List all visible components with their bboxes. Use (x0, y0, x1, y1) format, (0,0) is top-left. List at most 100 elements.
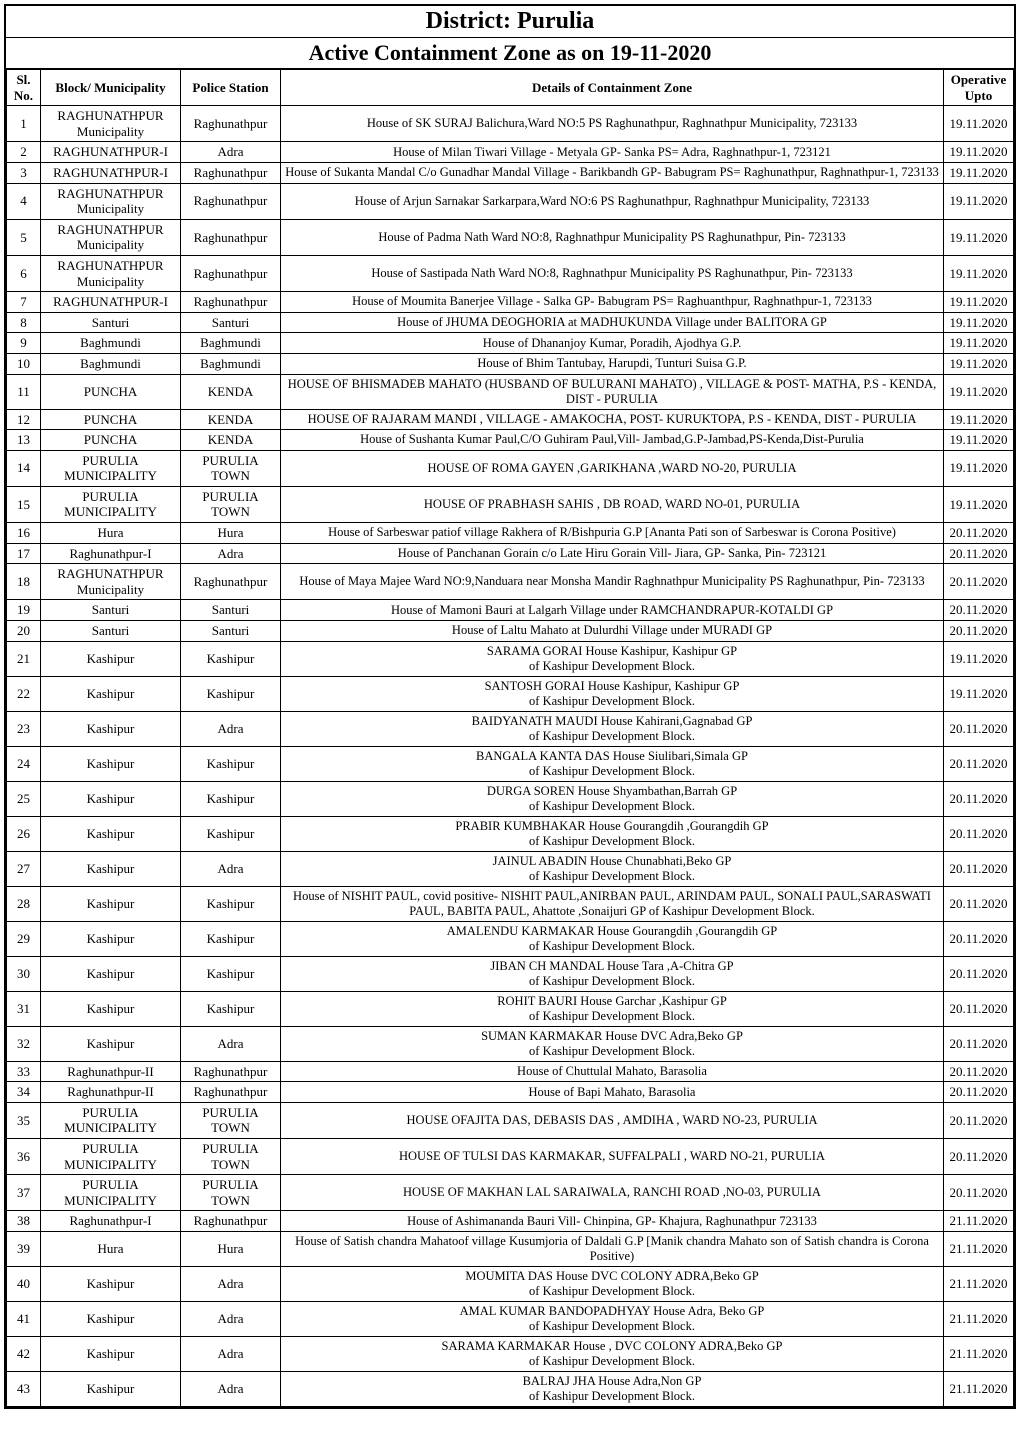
document-title: District: Purulia (6, 6, 1014, 38)
cell-date: 20.11.2020 (944, 1061, 1014, 1082)
cell-details: House of Sarbeswar patiof village Rakher… (281, 523, 944, 544)
cell-block: Kashipur (41, 816, 181, 851)
table-row: 29KashipurKashipurAMALENDU KARMAKAR Hous… (7, 921, 1014, 956)
table-row: 14PURULIA MUNICIPALITYPURULIA TOWNHOUSE … (7, 450, 1014, 486)
table-row: 30KashipurKashipurJIBAN CH MANDAL House … (7, 956, 1014, 991)
document-subtitle: Active Containment Zone as on 19-11-2020 (6, 38, 1014, 69)
cell-date: 21.11.2020 (944, 1371, 1014, 1406)
cell-date: 20.11.2020 (944, 1175, 1014, 1211)
cell-block: Hura (41, 1231, 181, 1266)
table-row: 17Raghunathpur-IAdraHouse of Panchanan G… (7, 543, 1014, 564)
cell-date: 20.11.2020 (944, 886, 1014, 921)
cell-sl: 3 (7, 162, 41, 183)
header-date: Operative Upto (944, 70, 1014, 106)
cell-ps: Kashipur (181, 676, 281, 711)
cell-date: 19.11.2020 (944, 374, 1014, 409)
cell-sl: 39 (7, 1231, 41, 1266)
table-row: 35PURULIA MUNICIPALITYPURULIA TOWNHOUSE … (7, 1102, 1014, 1138)
cell-sl: 15 (7, 486, 41, 522)
cell-block: Raghunathpur-II (41, 1061, 181, 1082)
cell-date: 19.11.2020 (944, 219, 1014, 255)
cell-sl: 40 (7, 1266, 41, 1301)
cell-details: HOUSE OF BHISMADEB MAHATO (HUSBAND OF BU… (281, 374, 944, 409)
cell-block: Kashipur (41, 1371, 181, 1406)
cell-details: House of Sastipada Nath Ward NO:8, Raghn… (281, 255, 944, 291)
cell-block: PURULIA MUNICIPALITY (41, 486, 181, 522)
cell-sl: 24 (7, 746, 41, 781)
cell-sl: 43 (7, 1371, 41, 1406)
cell-details: HOUSE OF PRABHASH SAHIS , DB ROAD, WARD … (281, 486, 944, 522)
cell-block: PUNCHA (41, 409, 181, 430)
cell-date: 19.11.2020 (944, 676, 1014, 711)
cell-ps: Adra (181, 1336, 281, 1371)
table-row: 38Raghunathpur-IRaghunathpurHouse of Ash… (7, 1211, 1014, 1232)
table-row: 32KashipurAdraSUMAN KARMAKAR House DVC A… (7, 1026, 1014, 1061)
cell-date: 19.11.2020 (944, 162, 1014, 183)
table-row: 41KashipurAdraAMAL KUMAR BANDOPADHYAY Ho… (7, 1301, 1014, 1336)
table-row: 5RAGHUNATHPUR MunicipalityRaghunathpurHo… (7, 219, 1014, 255)
cell-sl: 7 (7, 292, 41, 313)
cell-block: Raghunathpur-II (41, 1082, 181, 1103)
cell-sl: 22 (7, 676, 41, 711)
cell-date: 20.11.2020 (944, 781, 1014, 816)
cell-block: Kashipur (41, 746, 181, 781)
cell-ps: Adra (181, 1266, 281, 1301)
cell-block: Kashipur (41, 886, 181, 921)
cell-sl: 42 (7, 1336, 41, 1371)
cell-sl: 26 (7, 816, 41, 851)
cell-block: PUNCHA (41, 374, 181, 409)
cell-details: PRABIR KUMBHAKAR House Gourangdih ,Goura… (281, 816, 944, 851)
cell-sl: 38 (7, 1211, 41, 1232)
cell-ps: PURULIA TOWN (181, 1102, 281, 1138)
cell-block: Santuri (41, 312, 181, 333)
header-block: Block/ Municipality (41, 70, 181, 106)
cell-date: 19.11.2020 (944, 183, 1014, 219)
table-row: 13PUNCHAKENDAHouse of Sushanta Kumar Pau… (7, 430, 1014, 451)
cell-block: RAGHUNATHPUR Municipality (41, 564, 181, 600)
cell-details: HOUSE OF ROMA GAYEN ,GARIKHANA ,WARD NO-… (281, 450, 944, 486)
table-row: 22KashipurKashipurSANTOSH GORAI House Ka… (7, 676, 1014, 711)
cell-sl: 13 (7, 430, 41, 451)
cell-sl: 20 (7, 621, 41, 642)
cell-date: 19.11.2020 (944, 292, 1014, 313)
cell-details: House of SK SURAJ Balichura,Ward NO:5 PS… (281, 106, 944, 142)
cell-block: Kashipur (41, 921, 181, 956)
cell-block: Kashipur (41, 781, 181, 816)
cell-block: Kashipur (41, 1336, 181, 1371)
cell-details: JAINUL ABADIN House Chunabhati,Beko GP o… (281, 851, 944, 886)
table-row: 11PUNCHAKENDAHOUSE OF BHISMADEB MAHATO (… (7, 374, 1014, 409)
cell-date: 21.11.2020 (944, 1336, 1014, 1371)
cell-date: 20.11.2020 (944, 1102, 1014, 1138)
cell-block: RAGHUNATHPUR-I (41, 292, 181, 313)
cell-ps: Hura (181, 523, 281, 544)
cell-block: RAGHUNATHPUR Municipality (41, 219, 181, 255)
cell-details: House of Bapi Mahato, Barasolia (281, 1082, 944, 1103)
table-row: 18RAGHUNATHPUR MunicipalityRaghunathpurH… (7, 564, 1014, 600)
table-row: 1RAGHUNATHPUR MunicipalityRaghunathpurHo… (7, 106, 1014, 142)
cell-ps: Baghmundi (181, 333, 281, 354)
cell-sl: 2 (7, 142, 41, 163)
cell-sl: 41 (7, 1301, 41, 1336)
cell-details: House of Maya Majee Ward NO:9,Nanduara n… (281, 564, 944, 600)
cell-details: AMAL KUMAR BANDOPADHYAY House Adra, Beko… (281, 1301, 944, 1336)
cell-ps: PURULIA TOWN (181, 1175, 281, 1211)
cell-date: 20.11.2020 (944, 564, 1014, 600)
cell-details: House of Bhim Tantubay, Harupdi, Tunturi… (281, 353, 944, 374)
cell-details: House of Panchanan Gorain c/o Late Hiru … (281, 543, 944, 564)
cell-date: 20.11.2020 (944, 991, 1014, 1026)
table-row: 10BaghmundiBaghmundiHouse of Bhim Tantub… (7, 353, 1014, 374)
cell-ps: Santuri (181, 621, 281, 642)
table-row: 36PURULIA MUNICIPALITYPURULIA TOWNHOUSE … (7, 1139, 1014, 1175)
cell-details: AMALENDU KARMAKAR House Gourangdih ,Gour… (281, 921, 944, 956)
cell-ps: Raghunathpur (181, 1082, 281, 1103)
cell-date: 20.11.2020 (944, 621, 1014, 642)
table-row: 28KashipurKashipurHouse of NISHIT PAUL, … (7, 886, 1014, 921)
cell-details: ROHIT BAURI House Garchar ,Kashipur GP o… (281, 991, 944, 1026)
cell-date: 19.11.2020 (944, 409, 1014, 430)
cell-block: PURULIA MUNICIPALITY (41, 450, 181, 486)
header-sl: Sl. No. (7, 70, 41, 106)
cell-date: 19.11.2020 (944, 106, 1014, 142)
cell-date: 21.11.2020 (944, 1301, 1014, 1336)
cell-block: PURULIA MUNICIPALITY (41, 1175, 181, 1211)
cell-sl: 33 (7, 1061, 41, 1082)
